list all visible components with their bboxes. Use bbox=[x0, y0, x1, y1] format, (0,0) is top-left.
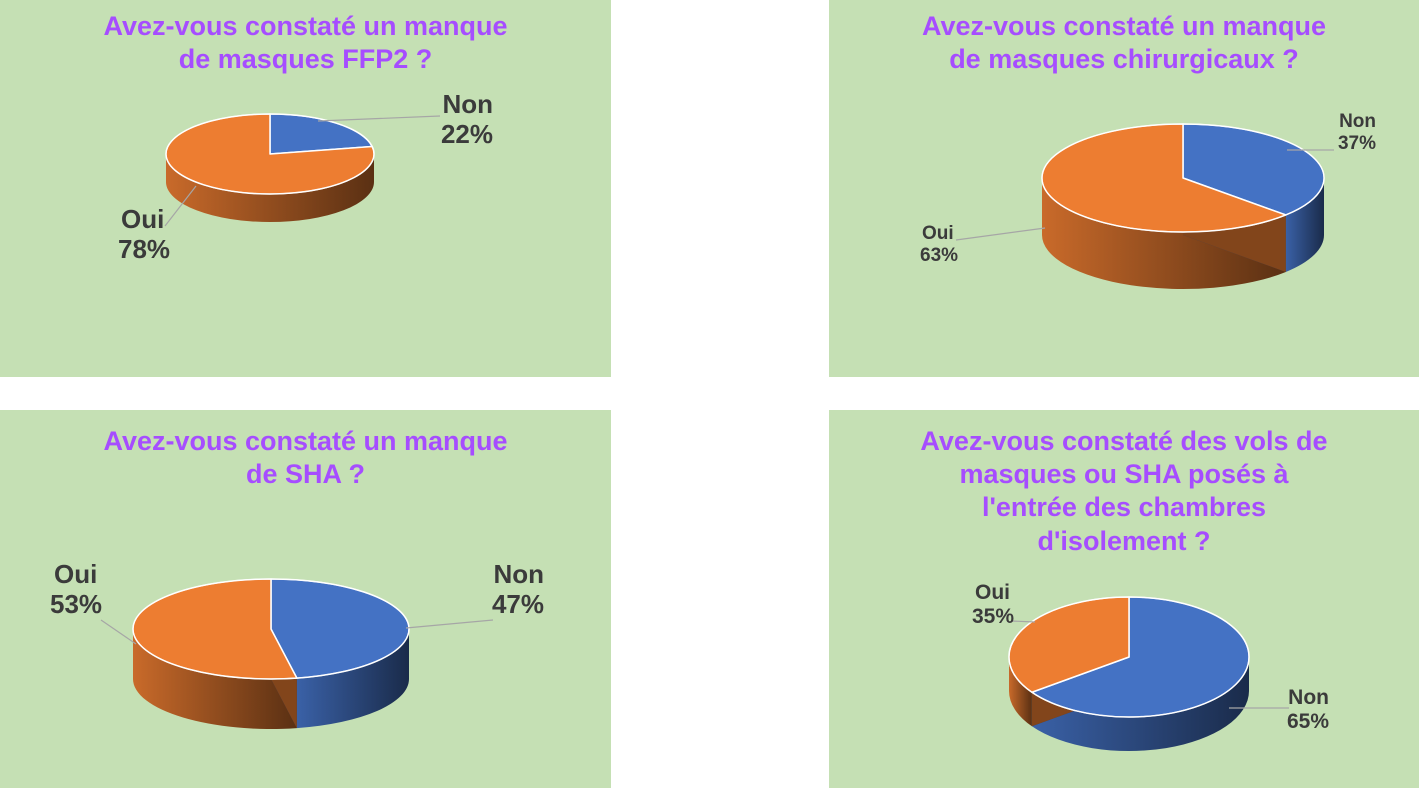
leader-line bbox=[100, 619, 137, 645]
chart-title-sha: Avez-vous constaté un manque de SHA ? bbox=[0, 425, 611, 491]
chart-title-vols: Avez-vous constaté des vols de masques o… bbox=[829, 425, 1419, 558]
pie-slice-side-non bbox=[1031, 657, 1249, 751]
leader-line bbox=[317, 115, 441, 122]
slice-value: 65% bbox=[1286, 710, 1329, 734]
pie-slice-side-non bbox=[1285, 178, 1324, 272]
chart-panel-sha: Avez-vous constaté un manque de SHA ? No… bbox=[0, 410, 611, 788]
leader-line bbox=[1010, 620, 1036, 623]
slice-name: Oui bbox=[975, 581, 1010, 604]
pie-chart-sha bbox=[100, 578, 494, 729]
pie-slice-side-oui bbox=[166, 154, 374, 222]
leader-line bbox=[955, 227, 1046, 241]
pie-slice-side-oui bbox=[133, 629, 297, 729]
chart-title-ffp2: Avez-vous constaté un manque de masques … bbox=[0, 10, 611, 76]
chart-panel-vols: Avez-vous constaté des vols de masques o… bbox=[829, 410, 1419, 788]
pie-chart-vols bbox=[1008, 596, 1289, 751]
slice-value: 78% bbox=[118, 233, 171, 264]
pie-rim bbox=[132, 578, 410, 680]
slice-label-non: Non 37% bbox=[1326, 111, 1376, 155]
slice-value: 47% bbox=[491, 588, 544, 619]
pie-slice-side-non bbox=[296, 629, 409, 729]
pie-chart-chirurgicaux bbox=[955, 123, 1334, 289]
slice-value: 63% bbox=[920, 244, 959, 266]
slice-name: Non bbox=[442, 89, 493, 119]
title-line: Avez-vous constaté un manque bbox=[103, 11, 508, 41]
slice-name: Non bbox=[1288, 686, 1329, 709]
slice-value: 35% bbox=[972, 605, 1015, 629]
pie-slice-side-oui bbox=[1042, 178, 1286, 289]
chart-title-chirurgicaux: Avez-vous constaté un manque de masques … bbox=[829, 10, 1419, 76]
slice-name: Oui bbox=[922, 223, 954, 244]
title-line: d'isolement ? bbox=[1037, 525, 1211, 556]
pie-rim bbox=[1041, 123, 1325, 233]
slice-value: 37% bbox=[1337, 132, 1376, 154]
pie-rim bbox=[1008, 596, 1250, 718]
slice-label-non: Non 47% bbox=[474, 559, 544, 620]
chart-panel-chirurgicaux: Avez-vous constaté un manque de masques … bbox=[829, 0, 1419, 377]
leader-line bbox=[164, 185, 197, 227]
title-line: masques ou SHA posés à bbox=[959, 459, 1289, 490]
slice-value: 53% bbox=[50, 588, 103, 619]
slice-label-non: Non 22% bbox=[423, 89, 493, 150]
leader-line bbox=[405, 619, 494, 629]
slice-label-oui: Oui 35% bbox=[972, 581, 1022, 629]
slice-label-non: Non 65% bbox=[1279, 686, 1329, 734]
title-line: de masques FFP2 ? bbox=[178, 44, 433, 75]
slice-name: Non bbox=[493, 559, 544, 589]
slice-value: 22% bbox=[440, 118, 493, 149]
title-line: Avez-vous constaté des vols de bbox=[920, 426, 1328, 456]
pie-slice-side-oui bbox=[1009, 657, 1032, 727]
pie-chart-ffp2 bbox=[164, 113, 441, 227]
title-line: Avez-vous constaté un manque bbox=[921, 11, 1327, 41]
chart-panel-ffp2: Avez-vous constaté un manque de masques … bbox=[0, 0, 611, 377]
slice-label-oui: Oui 53% bbox=[50, 559, 120, 620]
title-line: de SHA ? bbox=[245, 459, 365, 490]
slice-name: Oui bbox=[121, 204, 165, 234]
slice-name: Oui bbox=[54, 559, 98, 589]
slice-label-oui: Oui 78% bbox=[118, 204, 188, 265]
title-line: de masques chirurgicaux ? bbox=[949, 44, 1299, 75]
title-line: l'entrée des chambres bbox=[981, 492, 1267, 523]
slice-name: Non bbox=[1339, 111, 1376, 132]
title-line: Avez-vous constaté un manque bbox=[103, 426, 508, 456]
pie-rim bbox=[165, 113, 375, 195]
slice-label-oui: Oui 63% bbox=[920, 223, 970, 267]
